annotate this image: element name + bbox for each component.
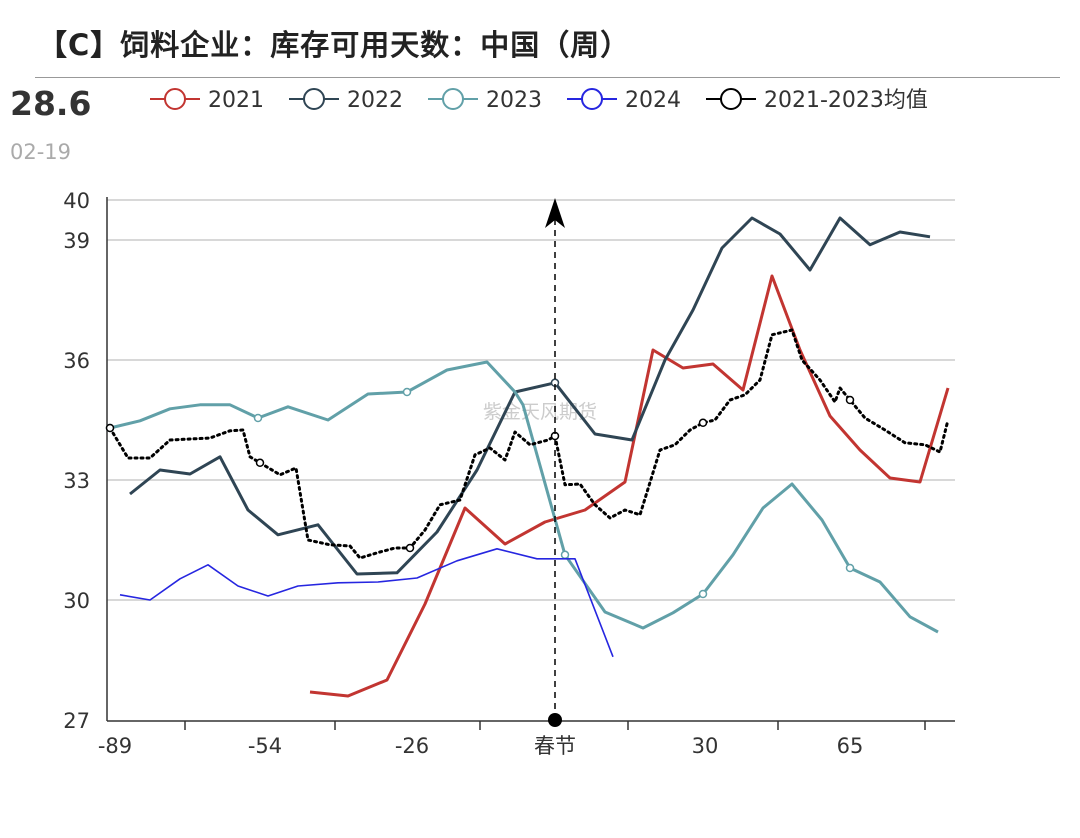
data-point-marker (105, 423, 115, 433)
latest-date: 02-19 (10, 140, 72, 164)
title-divider (35, 77, 1060, 78)
chart-title: 【C】饲料企业：库存可用天数：中国（周） (38, 28, 631, 62)
series-2023 (105, 360, 939, 634)
data-point-marker (845, 563, 855, 573)
x-tick-label: 30 (692, 734, 719, 758)
marker-dot (548, 713, 562, 727)
data-point-marker (253, 413, 263, 423)
legend-label: 2021 (208, 88, 264, 113)
series-line (129, 216, 931, 576)
series-2022 (129, 216, 931, 576)
series-line (119, 548, 614, 658)
data-point-marker (405, 543, 415, 553)
legend-item-2024: 2024 (567, 88, 681, 113)
x-tick-label: 春节 (534, 734, 576, 758)
x-tick-label: -26 (395, 734, 429, 758)
data-point-marker (560, 550, 570, 560)
legend-item-2021-2023均值: 2021-2023均值 (706, 88, 928, 113)
legend-circle-icon (442, 88, 464, 110)
series-line (108, 328, 950, 560)
legend-label: 2022 (347, 88, 403, 113)
arrow-up-icon (545, 198, 565, 228)
watermark: 紫金天风期货 (483, 401, 597, 423)
series-line (309, 274, 950, 698)
y-tick-label: 30 (63, 589, 90, 613)
legend-item-2021: 2021 (150, 88, 264, 113)
legend-item-2022: 2022 (289, 88, 403, 113)
series-2024 (119, 548, 614, 658)
data-point-marker (698, 418, 708, 428)
series-line (109, 360, 939, 634)
series-2021-2023均值 (105, 328, 950, 560)
data-point-marker (255, 458, 265, 468)
series-2021 (309, 274, 950, 698)
legend-item-2023: 2023 (428, 88, 542, 113)
y-tick-label: 40 (63, 189, 90, 213)
legend-circle-icon (164, 88, 186, 110)
legend-circle-icon (720, 88, 742, 110)
x-tick-label: -54 (248, 734, 282, 758)
data-point-marker (402, 387, 412, 397)
y-tick-label: 27 (63, 709, 90, 733)
legend-label: 2023 (486, 88, 542, 113)
x-tick-label: 65 (837, 734, 864, 758)
legend-circle-icon (303, 88, 325, 110)
latest-value: 28.6 (10, 84, 92, 123)
data-point-marker (698, 589, 708, 599)
x-tick-label: -89 (98, 734, 132, 758)
legend-label: 2024 (625, 88, 681, 113)
legend-label: 2021-2023均值 (764, 88, 928, 113)
y-tick-label: 39 (63, 229, 90, 253)
legend-circle-icon (581, 88, 603, 110)
y-tick-label: 33 (63, 469, 90, 493)
y-tick-label: 36 (63, 349, 90, 373)
data-point-marker (845, 395, 855, 405)
